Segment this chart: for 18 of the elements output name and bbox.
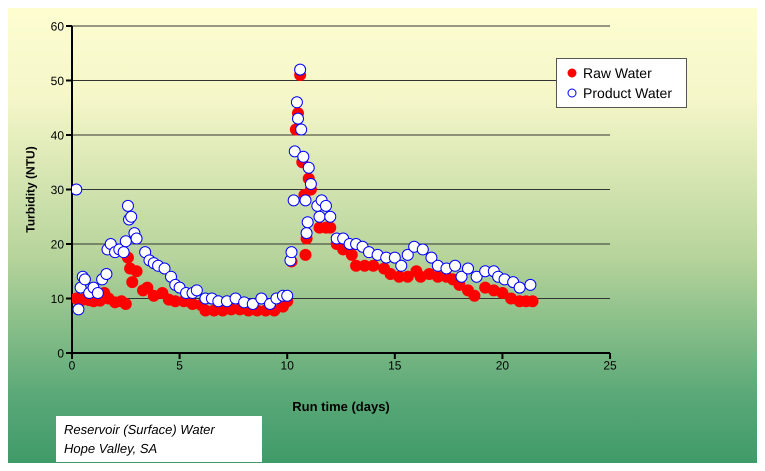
x-tick-label: 0 bbox=[68, 358, 76, 373]
y-tick-label: 40 bbox=[50, 128, 64, 142]
legend-label: Raw Water bbox=[583, 64, 652, 83]
text: Reservoir (Surface) Water Hope Valley, SA bbox=[56, 416, 262, 462]
x-tick-label: 20 bbox=[496, 358, 510, 373]
x-tick-label: 10 bbox=[280, 358, 294, 373]
y-tick-label: 50 bbox=[50, 74, 64, 88]
legend-label: Product Water bbox=[583, 84, 672, 103]
y-tick-label: 60 bbox=[50, 19, 64, 34]
x-tick-label: 25 bbox=[603, 358, 618, 373]
y-axis-title: Turbidity (NTU) bbox=[23, 146, 38, 233]
y-tick-label: 10 bbox=[50, 292, 64, 306]
x-tick-label: 5 bbox=[176, 358, 184, 373]
y-tick-label: 0 bbox=[57, 346, 64, 360]
y-tick-label: 30 bbox=[50, 182, 64, 197]
y-tick-label: 20 bbox=[50, 237, 64, 252]
x-axis-title: Run time (days) bbox=[292, 399, 390, 414]
x-tick-label: 15 bbox=[388, 358, 402, 373]
